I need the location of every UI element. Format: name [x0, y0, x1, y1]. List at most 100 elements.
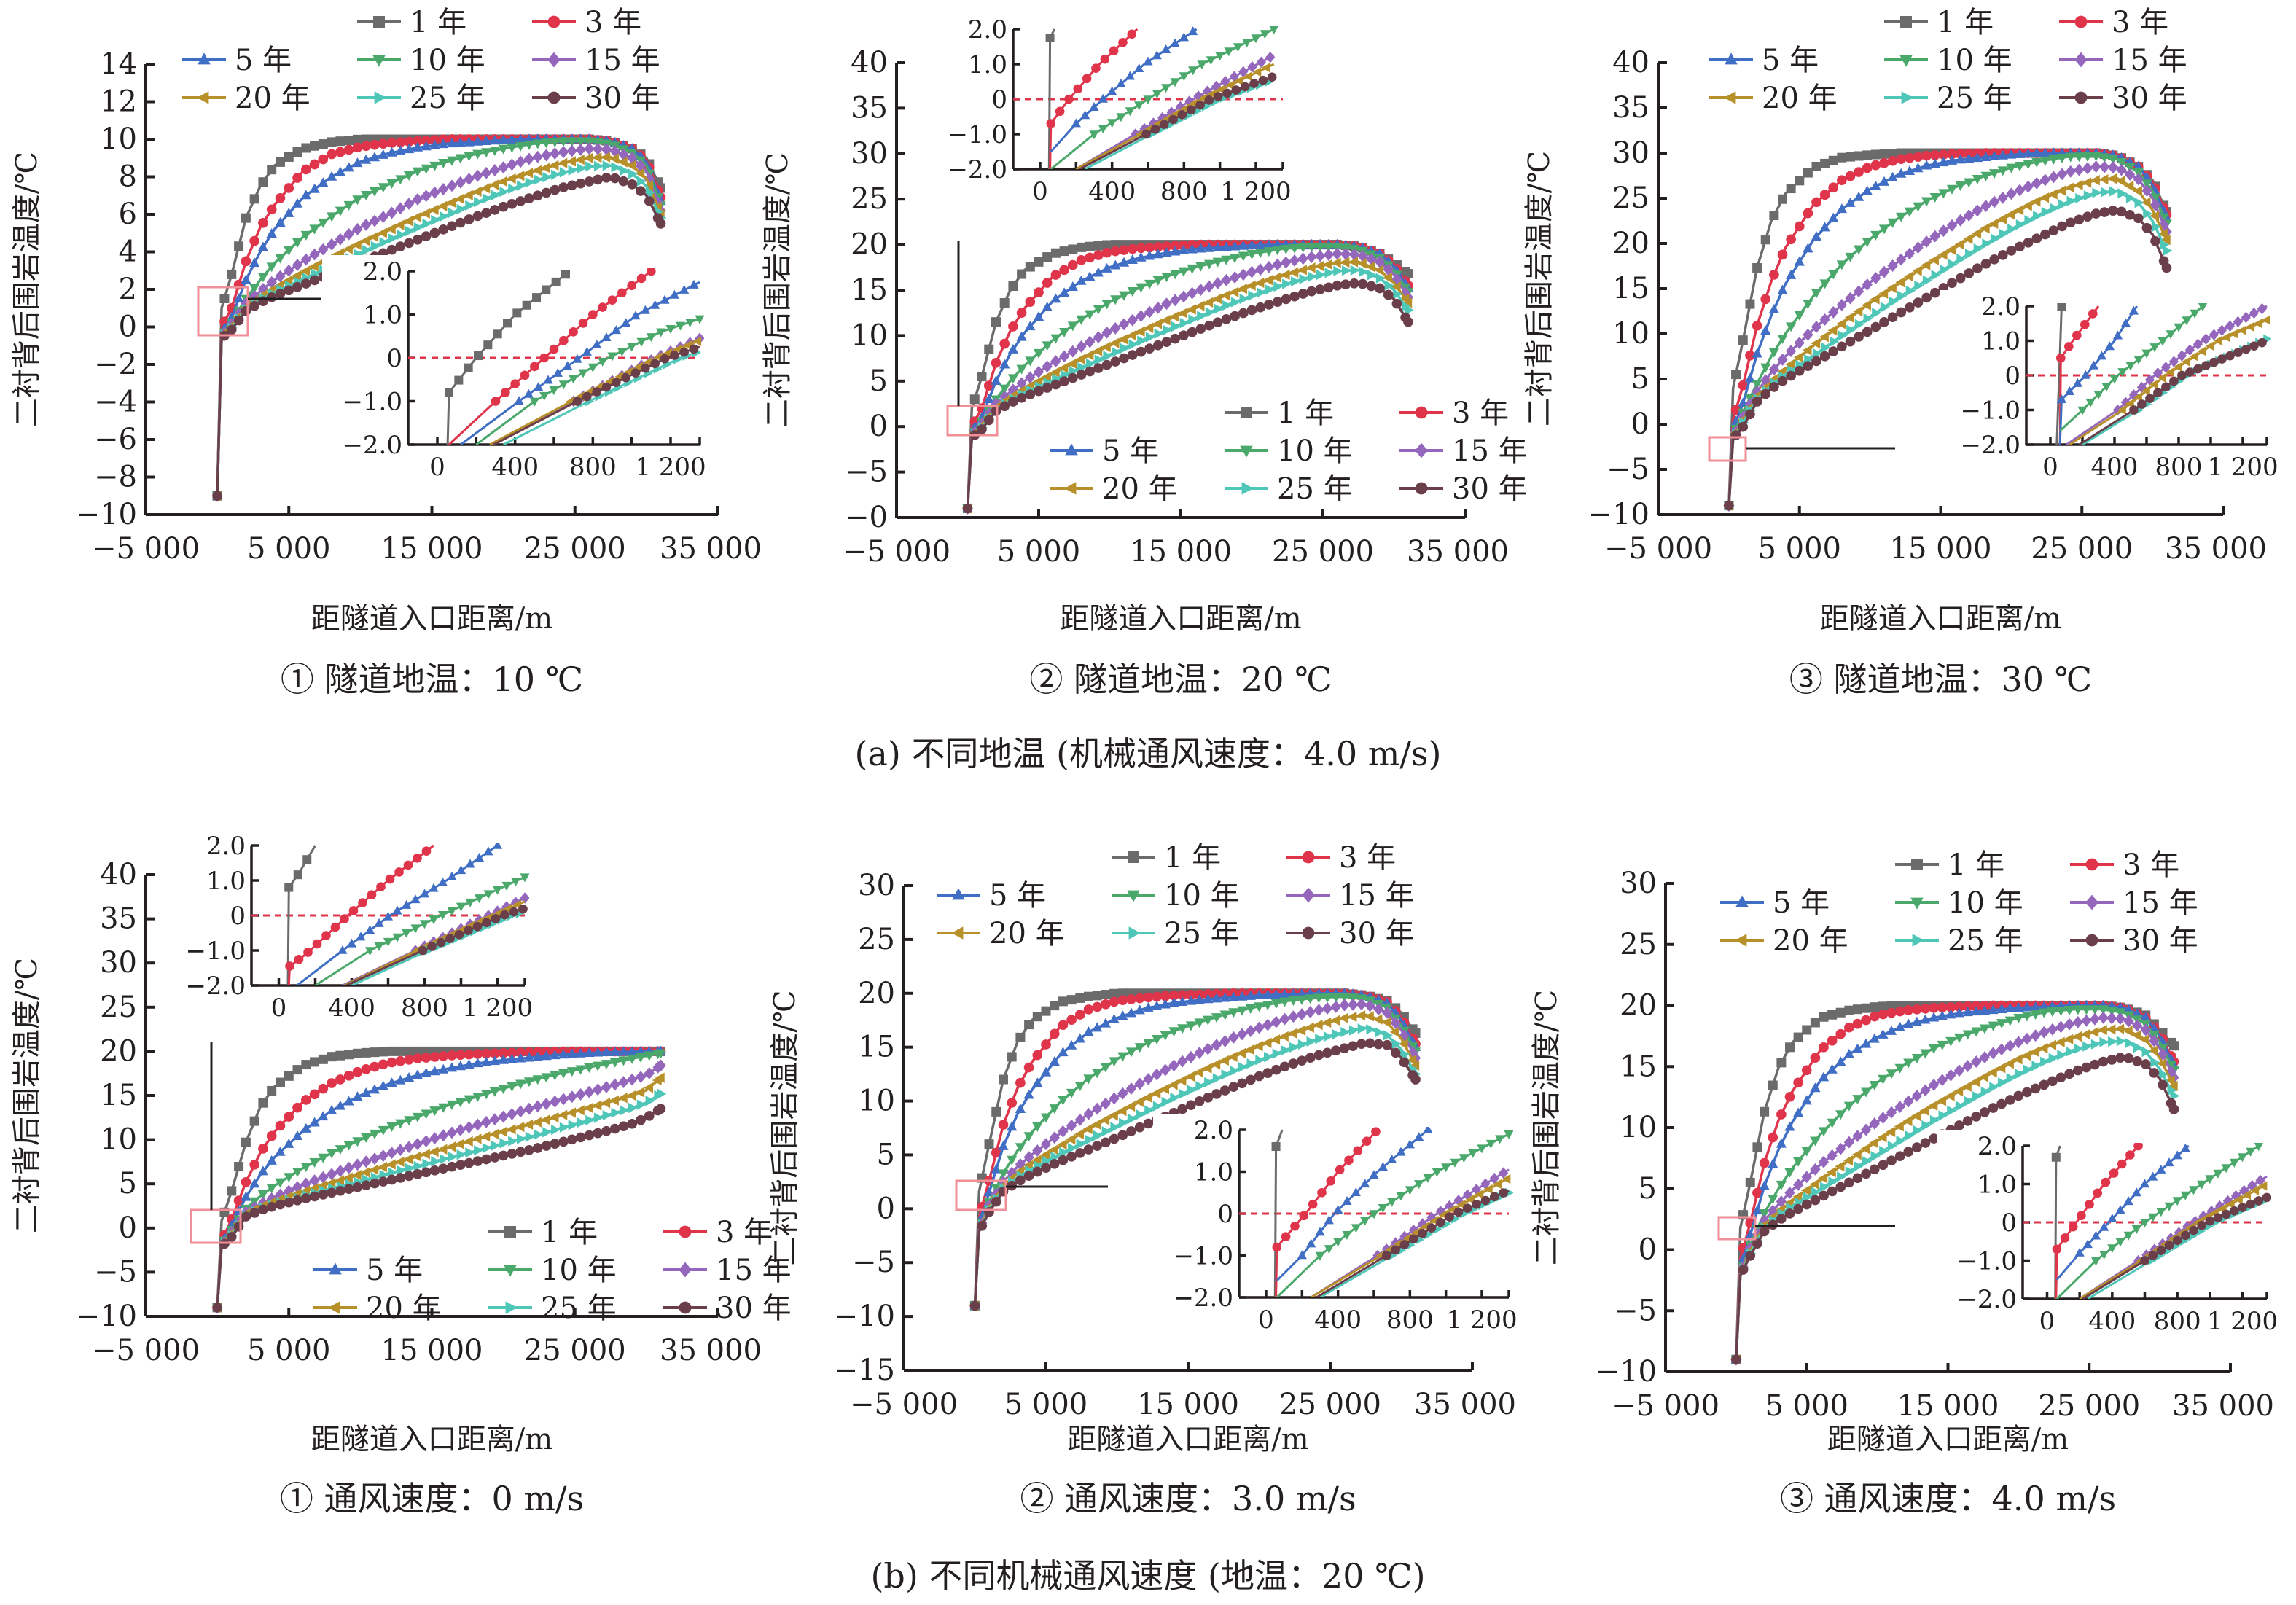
data-point [1928, 1044, 1940, 1054]
data-point [463, 1136, 473, 1147]
data-point [2030, 1001, 2041, 1012]
data-point [1316, 269, 1326, 281]
inset-data-point [532, 293, 541, 302]
data-point [1306, 251, 1317, 264]
data-point [429, 186, 440, 199]
data-point [463, 190, 473, 200]
data-point [1289, 254, 1300, 267]
data-point [1178, 308, 1188, 319]
data-point [1308, 271, 1318, 282]
data-point [1288, 1010, 1299, 1023]
data-point [1194, 1047, 1205, 1059]
data-point [292, 1168, 303, 1178]
data-point [1058, 1155, 1069, 1165]
inset-data-point [1378, 1203, 1388, 1213]
inset-data-point [503, 319, 512, 328]
data-point [609, 1078, 620, 1091]
data-point [386, 1077, 397, 1087]
inset-x-tick-label: 400 [491, 453, 539, 482]
data-point [558, 157, 568, 168]
legend-item: 20 年 [1709, 82, 1838, 115]
data-point [464, 1049, 475, 1060]
data-point [1973, 243, 1983, 254]
inset-data-point [2072, 378, 2082, 387]
inset-data-point [1450, 1158, 1460, 1168]
inset-data-point [1222, 88, 1232, 98]
data-point [300, 1163, 311, 1173]
data-point [2040, 1056, 2050, 1067]
data-point [2047, 1023, 2058, 1036]
data-point [2158, 1079, 2168, 1090]
data-point [2108, 1036, 2118, 1047]
data-point [1270, 1015, 1282, 1028]
data-point [1872, 308, 1882, 319]
data-point [1802, 1025, 1812, 1035]
data-point [1988, 1047, 1999, 1060]
series-8 [969, 1038, 1421, 1311]
data-point [1245, 1074, 1256, 1085]
inset-data-point [1045, 34, 1055, 42]
data-point [1042, 278, 1053, 288]
data-point [1085, 335, 1096, 348]
data-point [1845, 197, 1856, 207]
data-point [1076, 1139, 1086, 1149]
data-point [1911, 1016, 1923, 1026]
data-point [386, 138, 397, 148]
data-point [1117, 1087, 1128, 1100]
inset-data-point [2221, 1164, 2231, 1174]
data-point [1179, 330, 1189, 340]
data-point [1828, 305, 1839, 319]
data-point [1845, 252, 1856, 262]
data-point [601, 1060, 612, 1070]
data-point [1007, 1121, 1018, 1131]
data-point [1007, 1052, 1017, 1062]
data-point [1101, 262, 1112, 273]
data-point [2081, 1014, 2092, 1027]
data-point [1125, 1047, 1137, 1058]
data-point [1058, 350, 1070, 363]
data-point [1007, 1155, 1018, 1165]
data-point [1228, 1082, 1239, 1093]
inset-data-point [2242, 1190, 2251, 1200]
data-point [1846, 324, 1856, 335]
data-point [1306, 1036, 1316, 1047]
inset-data-point [1426, 1223, 1437, 1233]
data-point [1221, 255, 1232, 265]
data-point [1868, 1137, 1878, 1149]
data-point [1263, 247, 1275, 257]
data-point [1219, 1010, 1230, 1020]
data-point [403, 1154, 413, 1165]
inset-y-tick-label: 0 [991, 85, 1007, 114]
inset-data-point [1107, 86, 1117, 95]
legend-label: 25 年 [1164, 917, 1240, 950]
data-point [1306, 242, 1317, 252]
inset-series-line [2055, 305, 2063, 445]
inset-data-point [2088, 309, 2098, 319]
data-point [636, 1114, 646, 1125]
data-point [300, 230, 311, 241]
legend-label: 25 年 [410, 82, 485, 115]
data-point [2167, 1085, 2177, 1096]
inset-data-point [2153, 388, 2163, 398]
data-point [438, 224, 449, 235]
data-point [403, 1071, 415, 1082]
legend-label: 1 年 [1277, 397, 1334, 430]
legend-item: 20 年 [1050, 472, 1178, 506]
data-point [1119, 245, 1129, 255]
data-point [431, 1156, 441, 1167]
inset-y-tick-label: 1.0 [1977, 1171, 2017, 1200]
data-point [472, 1118, 483, 1131]
data-point [318, 1083, 329, 1094]
data-point [627, 1046, 638, 1056]
data-point [233, 315, 244, 326]
panel-caption: ② 通风速度：3.0 m/s [1020, 1479, 1356, 1518]
data-point [1828, 155, 1838, 165]
data-point [2048, 225, 2059, 235]
data-point [1195, 243, 1206, 253]
data-point [438, 1050, 449, 1061]
data-point [2108, 206, 2118, 216]
data-point [352, 1066, 363, 1077]
data-point [1067, 345, 1078, 358]
inset-data-point [665, 325, 676, 335]
inset-data-point [1107, 119, 1117, 128]
